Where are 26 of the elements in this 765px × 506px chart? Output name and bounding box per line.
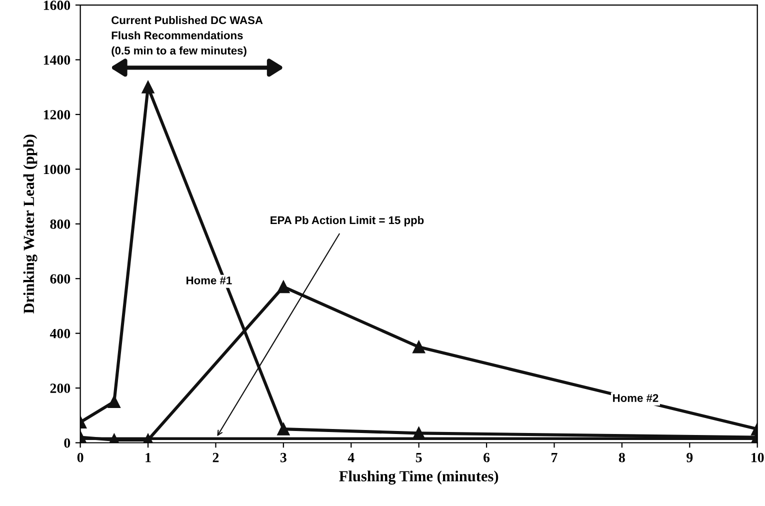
y-tick-label: 400 <box>50 328 70 338</box>
x-tick-label: 9 <box>686 452 693 462</box>
series-label: Home #2 <box>613 394 658 402</box>
annotation: EPA Pb Action Limit = 15 ppb <box>270 216 424 226</box>
x-tick-label: 10 <box>752 452 764 462</box>
x-tick-label: 4 <box>348 452 354 462</box>
y-tick-label: 600 <box>50 274 70 284</box>
x-tick-label: 7 <box>552 453 558 462</box>
y-axis-title: Drinking Water Lead (ppb) <box>23 134 38 314</box>
x-tick-label: 1 <box>146 452 151 462</box>
y-tick-label: 1600 <box>44 0 70 10</box>
x-tick-label: 6 <box>484 452 490 462</box>
x-axis-title: Flushing Time (minutes) <box>339 470 498 485</box>
y-tick-label: 1400 <box>44 55 70 65</box>
y-tick-label: 800 <box>50 219 70 229</box>
series-label: Home #1 <box>186 276 232 284</box>
x-tick-label: 3 <box>280 452 286 462</box>
annotation: Current Published DC WASA Flush Recommendations (0.5 min to a few minutes) <box>112 16 263 57</box>
y-tick-label: 1000 <box>44 164 70 174</box>
x-tick-label: 8 <box>618 452 625 462</box>
y-tick-label: 200 <box>50 384 70 393</box>
y-tick-label: 0 <box>64 438 70 448</box>
x-tick-label: 0 <box>77 452 84 462</box>
x-tick-label: 2 <box>212 452 219 462</box>
x-tick-label: 5 <box>416 453 422 462</box>
y-tick-label: 1200 <box>44 110 70 120</box>
